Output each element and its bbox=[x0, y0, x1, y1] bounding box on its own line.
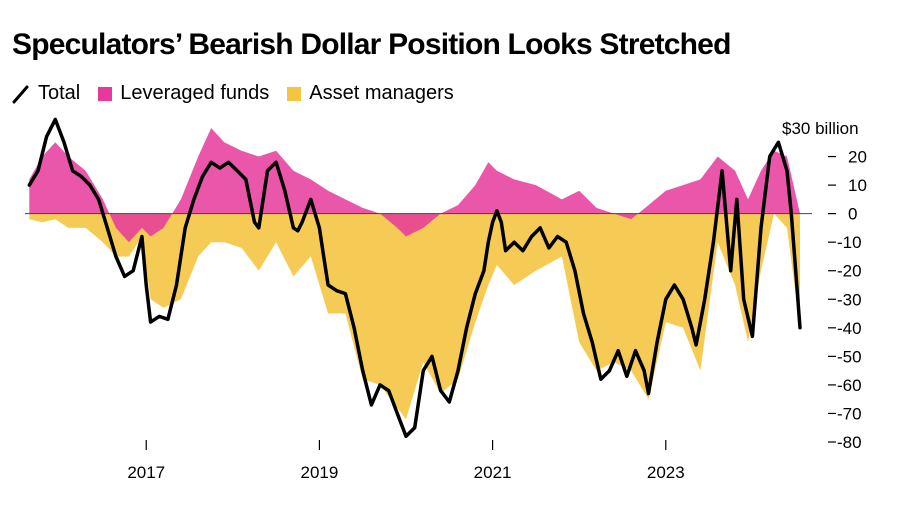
y-tick-label: -80 bbox=[837, 433, 862, 452]
y-tick-label: 10 bbox=[848, 176, 867, 195]
x-tick-label: 2017 bbox=[127, 463, 165, 482]
legend-item-leveraged-funds: Leveraged funds bbox=[98, 82, 269, 105]
asset-managers-area bbox=[29, 213, 801, 420]
total-line-icon bbox=[12, 85, 29, 103]
total-line bbox=[27, 117, 802, 439]
y-tick-label: -70 bbox=[837, 404, 862, 423]
y-tick-label: 20 bbox=[848, 148, 867, 167]
y-tick-label: -40 bbox=[837, 319, 862, 338]
y-tick-label: -50 bbox=[837, 347, 862, 366]
legend-label-leveraged-funds: Leveraged funds bbox=[120, 82, 270, 104]
legend-item-asset-managers: Asset managers bbox=[287, 82, 454, 105]
x-tick-label: 2023 bbox=[647, 463, 685, 482]
legend: Total Leveraged funds Asset managers bbox=[12, 82, 472, 105]
legend-item-total: Total bbox=[12, 82, 80, 105]
leveraged-funds-area bbox=[29, 128, 801, 243]
asset-managers-swatch-icon bbox=[287, 86, 302, 101]
x-tick-label: 2019 bbox=[300, 463, 338, 482]
legend-label-total: Total bbox=[38, 82, 81, 104]
chart-title: Speculators’ Bearish Dollar Position Loo… bbox=[12, 28, 731, 61]
y-tick-label: -20 bbox=[837, 262, 862, 281]
leveraged-funds-swatch-icon bbox=[98, 86, 113, 101]
y-tick-label: 0 bbox=[848, 205, 857, 224]
y-tick-label: -30 bbox=[837, 290, 862, 309]
y-unit-label: $30 billion bbox=[782, 119, 859, 138]
y-tick-label: -10 bbox=[837, 233, 862, 252]
x-tick-label: 2021 bbox=[474, 463, 512, 482]
y-tick-label: -60 bbox=[837, 376, 862, 395]
legend-label-asset-managers: Asset managers bbox=[309, 82, 454, 104]
